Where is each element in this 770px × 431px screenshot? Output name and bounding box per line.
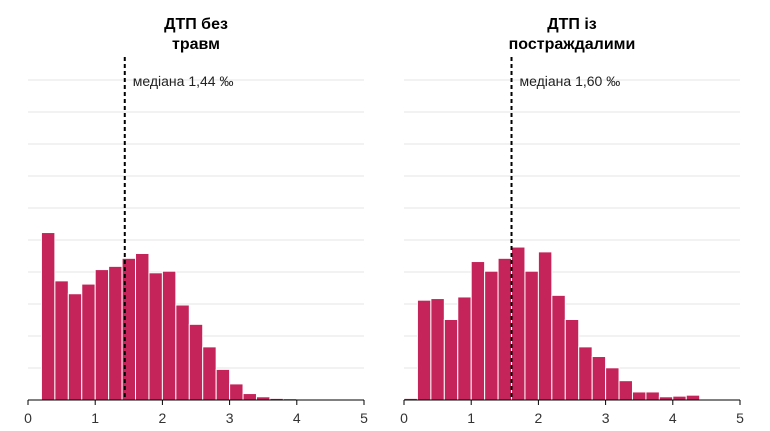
histogram-bar (242, 393, 257, 401)
x-tick-label: 4 (669, 410, 677, 426)
histogram-bar (229, 383, 244, 401)
x-tick-label: 3 (602, 410, 610, 426)
histogram-bar (470, 261, 486, 401)
x-tick-label: 0 (24, 410, 32, 426)
panel-no-injuries: ДТП без травм 0 1 2 3 4 5 медіана 1,44 ‰ (24, 16, 368, 426)
x-axis: 0 1 2 3 4 5 (24, 399, 368, 426)
histogram-bar (645, 391, 660, 401)
panel-title-line-2: постраждалими (509, 36, 636, 53)
histogram-bar (672, 395, 687, 401)
x-tick-label: 2 (159, 410, 167, 426)
x-axis: 0 1 2 3 4 5 (400, 399, 744, 426)
histogram-bar (430, 298, 445, 401)
histogram-bar (416, 299, 432, 401)
histogram-bar (135, 252, 150, 401)
histogram-bar (591, 356, 607, 401)
panel-title-line-1: ДТП без (164, 16, 228, 33)
histogram-bar (94, 269, 110, 401)
histogram-bar (605, 367, 620, 401)
histogram-bar (524, 270, 539, 401)
histogram-bar (161, 270, 177, 401)
x-tick-label: 5 (360, 410, 368, 426)
x-tick-label: 3 (226, 410, 234, 426)
histogram-bar (537, 251, 553, 401)
histogram-bar (564, 319, 580, 401)
histogram-bar (443, 319, 459, 401)
bars (40, 232, 311, 401)
histogram-bar (215, 368, 231, 401)
histogram-bar (54, 280, 69, 401)
histogram-bar (175, 304, 190, 401)
histogram-bar (148, 272, 163, 401)
x-tick-label: 4 (293, 410, 301, 426)
x-tick-label: 2 (535, 410, 543, 426)
histogram-bar (497, 257, 513, 401)
histogram-bar (202, 346, 217, 401)
histogram-bar (81, 283, 96, 401)
x-tick-label: 1 (467, 410, 475, 426)
x-tick-label: 5 (736, 410, 744, 426)
x-tick-label: 0 (400, 410, 408, 426)
histogram-bar (188, 323, 204, 401)
histogram-bar (121, 257, 137, 401)
panel-title-line-1: ДТП із (547, 16, 597, 33)
median-label: медіана 1,44 ‰ (133, 73, 234, 89)
histogram-bar (67, 293, 83, 401)
histogram-bar (618, 380, 633, 401)
histogram-bar (457, 296, 472, 401)
histogram-bar (511, 246, 526, 401)
histogram-bar (108, 265, 123, 401)
histogram-bar (40, 232, 56, 401)
histogram-bar (685, 394, 701, 401)
histogram-bar (484, 270, 499, 401)
histogram-bar (551, 294, 566, 401)
histogram-bar (631, 391, 647, 401)
x-tick-label: 1 (91, 410, 99, 426)
histogram-bar (578, 346, 593, 401)
panel-with-injured: ДТП із постраждалими 0 1 2 3 4 5 медіана 1,60… (400, 16, 744, 426)
median-label: медіана 1,60 ‰ (520, 73, 621, 89)
panel-title-line-2: травм (172, 36, 220, 53)
bars (403, 246, 701, 401)
